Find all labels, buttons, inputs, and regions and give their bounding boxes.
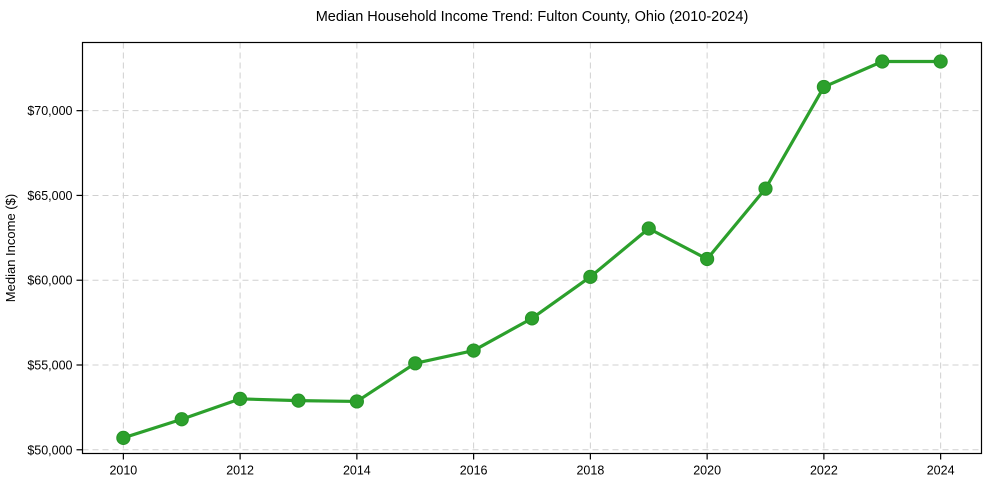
x-tick-label: 2018 [576,464,604,478]
gridlines [82,42,982,454]
y-tick-label: $70,000 [27,104,72,118]
y-tick-label: $60,000 [27,274,72,288]
y-tick-label: $50,000 [27,443,72,457]
y-tick-label: $55,000 [27,358,72,372]
x-tick-label: 2010 [109,464,137,478]
x-tick-label: 2012 [226,464,254,478]
plot-border [81,41,983,455]
y-tick-label: $65,000 [27,189,72,203]
data-series [116,54,948,446]
x-tick-label: 2016 [460,464,488,478]
data-point-marker [116,430,131,446]
data-point-marker [933,54,948,69]
data-point-marker [349,394,364,409]
data-point-marker [466,343,481,358]
data-point-marker [583,269,598,284]
data-point-marker [408,356,423,371]
x-tick-label: 2024 [927,464,955,478]
y-axis-label: Median Income ($) [3,194,18,302]
x-axis-tick-labels: 2010 2012 2014 2016 2018 2020 2022 2024 [109,464,954,478]
data-point-marker [875,54,890,69]
data-point-marker [816,79,831,95]
data-point-marker [291,393,306,408]
x-tick-label: 2014 [343,464,371,478]
data-point-marker [524,311,540,326]
data-point-marker [758,181,773,196]
data-point-marker [174,412,189,427]
data-point-marker [700,251,715,267]
chart-title: Median Household Income Trend: Fulton Co… [316,9,749,25]
data-point-marker [641,221,656,236]
data-point-marker [233,391,248,407]
trend-line [121,59,943,440]
y-axis-tick-labels: $50,000 $55,000 $60,000 $65,000 $70,000 [27,104,72,457]
axis-ticks [76,110,942,460]
x-tick-label: 2020 [693,464,721,478]
x-tick-label: 2022 [810,464,838,478]
